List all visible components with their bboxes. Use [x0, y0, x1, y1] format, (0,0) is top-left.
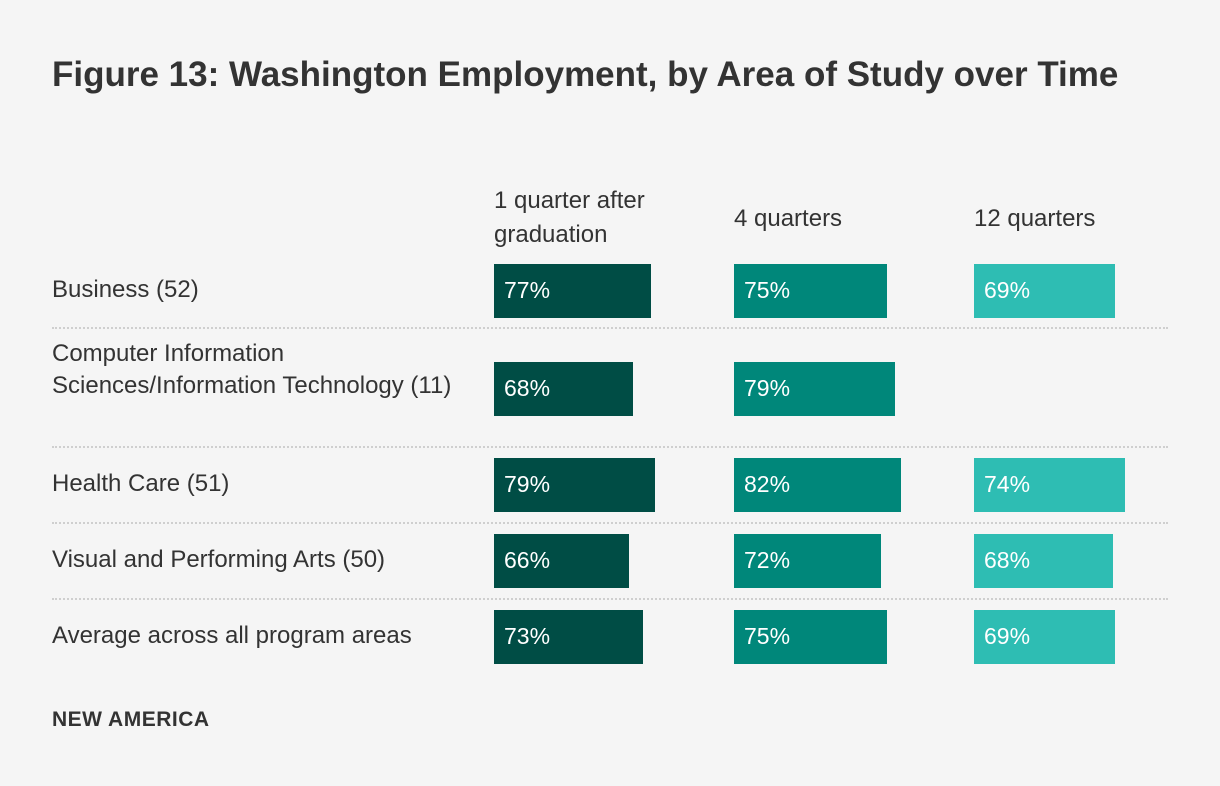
row-label: Visual and Performing Arts (50) [52, 546, 386, 573]
brand-logo-text: NEW AMERICA [52, 708, 210, 731]
row-label: Average across all program areas [52, 622, 412, 649]
column-header-1-quarter: 1 quarter after graduation [494, 187, 645, 248]
bar-1-quarter: 79% [494, 458, 655, 512]
row-label: Business (52) [52, 276, 199, 303]
bar-4-quarters: 72% [734, 534, 881, 588]
bar-12-quarters: 74% [974, 458, 1125, 512]
row-divider [52, 446, 1168, 448]
row-label: Health Care (51) [52, 470, 230, 497]
column-header-12-quarters: 12 quarters [974, 205, 1096, 232]
bar-1-quarter: 77% [494, 264, 651, 318]
bar-4-quarters: 75% [734, 264, 887, 318]
row-label: Computer Information Sciences/Informatio… [52, 340, 452, 399]
row-divider [52, 327, 1168, 329]
bar-4-quarters: 79% [734, 362, 895, 416]
bar-4-quarters: 82% [734, 458, 901, 512]
bar-1-quarter: 66% [494, 534, 629, 588]
bar-12-quarters: 69% [974, 264, 1115, 318]
bar-4-quarters: 75% [734, 610, 887, 664]
column-header-4-quarters: 4 quarters [734, 205, 843, 232]
row-divider [52, 598, 1168, 600]
bar-12-quarters: 69% [974, 610, 1115, 664]
row-divider [52, 522, 1168, 524]
bar-1-quarter: 68% [494, 362, 633, 416]
bar-1-quarter: 73% [494, 610, 643, 664]
chart-title: Figure 13: Washington Employment, by Are… [52, 55, 1119, 94]
bar-12-quarters: 68% [974, 534, 1113, 588]
